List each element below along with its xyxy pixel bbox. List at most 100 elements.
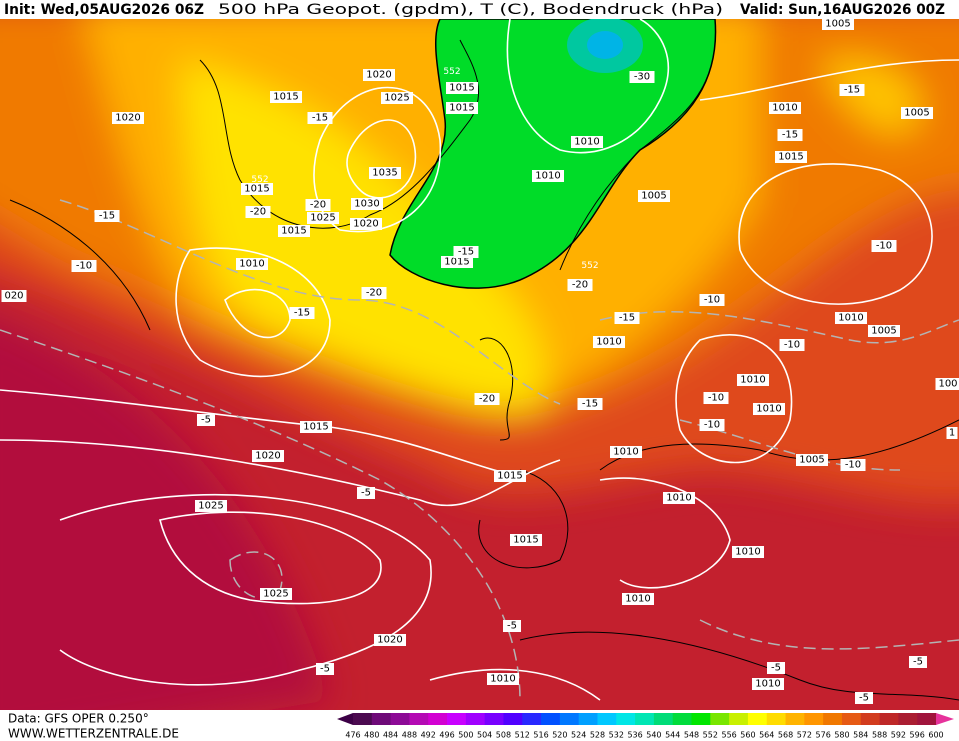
isotherm	[699, 619, 959, 650]
temperature-label: -20	[479, 394, 495, 405]
temperature-label: -20	[572, 280, 588, 291]
isotherm	[599, 310, 959, 344]
temperature-label-box	[699, 419, 725, 431]
isobar-label-box	[571, 136, 603, 148]
isobar-label-box	[946, 427, 958, 439]
temperature-label: -15	[582, 399, 598, 410]
isobar-label-box	[1, 290, 27, 302]
colorbar-cell	[766, 713, 787, 725]
isobar-label: 1015	[449, 103, 474, 114]
geopotential-label: 552	[251, 175, 268, 185]
temperature-label: -5	[859, 693, 869, 704]
colorbar-cell	[447, 713, 467, 725]
isobar-label: 1010	[490, 674, 515, 685]
isobar-label: 1010	[535, 171, 560, 182]
colorbar-tick-label: 596	[910, 731, 925, 740]
temperature-label-box	[94, 210, 120, 222]
isobar-label-box	[796, 454, 828, 466]
colorbar-cell	[353, 713, 373, 725]
temperature-label-box	[614, 312, 640, 324]
coast-europe	[599, 419, 959, 471]
colorbar-tick-label: 580	[834, 731, 849, 740]
colorbar-tick-label: 476	[345, 731, 360, 740]
colorbar-cell	[729, 713, 749, 725]
isobar-label-box	[868, 325, 900, 337]
colorbar-cell	[371, 713, 392, 725]
temperature-label-box	[361, 287, 387, 299]
isobar-label-box	[532, 170, 564, 182]
isobar-label-box	[663, 492, 695, 504]
temperature-label: -5	[507, 621, 517, 632]
geopotential-label: 552	[443, 67, 460, 77]
colorbar-cell	[428, 713, 448, 725]
temperature-label-box	[197, 414, 215, 426]
temperature-label: -5	[201, 415, 211, 426]
colorbar-tick-label: 500	[458, 731, 473, 740]
isobar-label: 1015	[513, 535, 538, 546]
coast-canada	[9, 199, 151, 331]
isobar-label: 1015	[449, 83, 474, 94]
colorbar-tick-label: 540	[646, 731, 661, 740]
colorbar-tick-label: 484	[383, 731, 398, 740]
colorbar-cell	[804, 713, 824, 725]
colorbar-tick-label: 536	[627, 731, 642, 740]
colorbar-tick-label: 496	[439, 731, 454, 740]
isobar-label-box	[446, 102, 478, 114]
isotherm	[0, 329, 521, 701]
colorbar-tick-label: 480	[364, 731, 379, 740]
isobar-label-box	[260, 588, 292, 600]
temperature-label: -15	[458, 247, 474, 258]
temperature-label: -10	[76, 261, 92, 272]
isobar-label-box	[610, 446, 642, 458]
temperature-label-box	[699, 294, 725, 306]
colorbar-tick-label: 568	[778, 731, 793, 740]
temperature-label-box	[71, 260, 97, 272]
colorbar-cell	[747, 713, 768, 725]
isobar-label: 1010	[838, 313, 863, 324]
isobar	[506, 19, 670, 154]
isobar	[675, 334, 793, 464]
isobar-label-box	[593, 336, 625, 348]
isobar-label-box	[195, 500, 227, 512]
temperature-label-box	[855, 692, 873, 704]
field-cyan	[587, 31, 623, 59]
colorbar-cell	[541, 713, 561, 725]
temperature-label-box	[577, 398, 603, 410]
temperature-label: -5	[361, 488, 371, 499]
temperature-label-box	[503, 620, 521, 632]
colorbar-tick-label: 560	[740, 731, 755, 740]
isobar-label: 020	[4, 291, 23, 302]
isobar-label-box	[935, 378, 959, 390]
data-source: Data: GFS OPER 0.250°	[8, 712, 149, 726]
temperature-label-box	[629, 71, 655, 83]
temperature-label: -10	[704, 420, 720, 431]
isotherms	[0, 199, 959, 701]
isobar-label-box	[753, 403, 785, 415]
colorbar-cell	[917, 713, 937, 725]
isobar-label-box	[901, 107, 933, 119]
isobar-label: 1010	[756, 404, 781, 415]
isobar-label: 1030	[354, 199, 379, 210]
isotherm	[59, 199, 561, 405]
colorbar-tick-label: 572	[797, 731, 812, 740]
temperature-label: -30	[634, 72, 650, 83]
colorbar-high-arrow	[936, 713, 954, 725]
field-yellow	[180, 60, 546, 412]
isobar-label-box	[236, 258, 268, 270]
temperature-label: -10	[845, 460, 861, 471]
temperature-label-box	[305, 199, 331, 211]
field-amber-east	[820, 58, 922, 134]
isobar-label: 1005	[825, 19, 850, 30]
temperature-label: -10	[704, 295, 720, 306]
isobar-label: 1025	[263, 589, 288, 600]
temperature-label-box	[840, 459, 866, 471]
isobar-label-box	[638, 190, 670, 202]
isobar-label-box	[241, 183, 273, 195]
colorbar-low-arrow	[337, 713, 353, 725]
isobar-label-box	[752, 678, 784, 690]
isobar-label-box	[278, 225, 310, 237]
colorbar-cell	[597, 713, 617, 725]
isobar-label: 1015	[497, 471, 522, 482]
